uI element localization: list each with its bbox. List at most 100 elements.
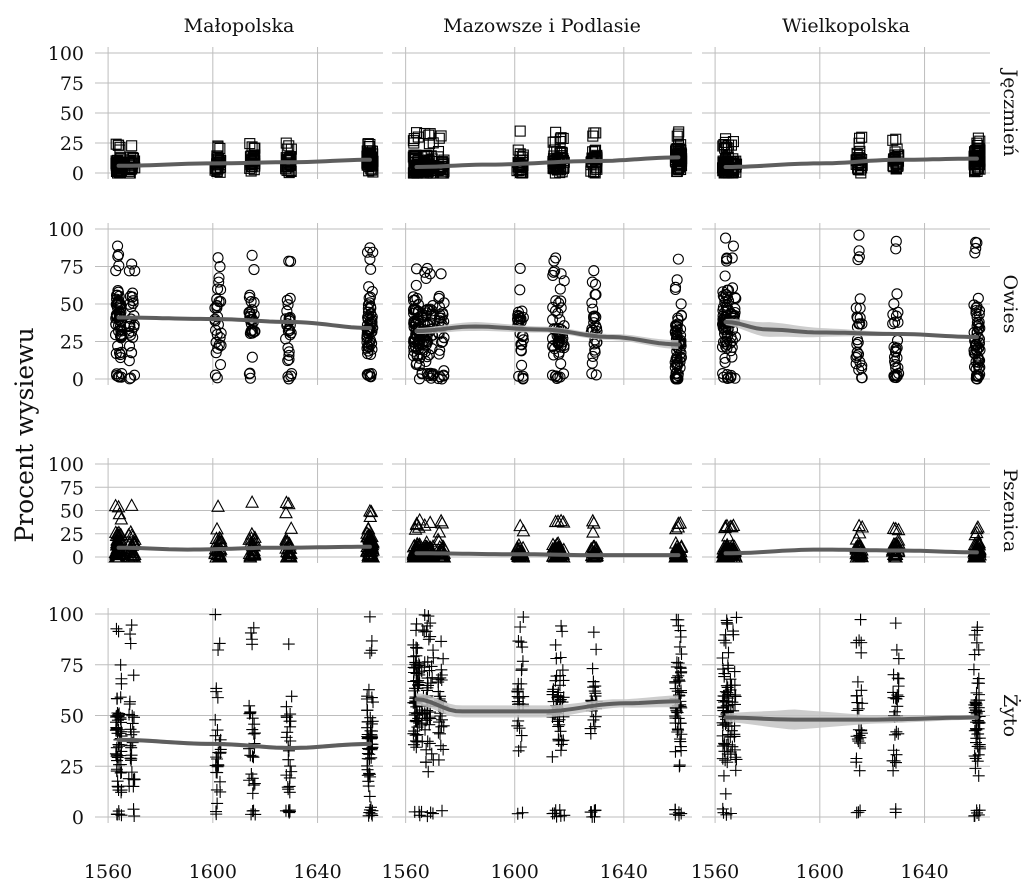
x-tick-label: 1560 [84, 861, 132, 883]
facet-panel [392, 223, 692, 385]
data-point [725, 372, 737, 384]
data-point [423, 737, 436, 750]
data-point [586, 276, 598, 288]
data-point [720, 232, 732, 244]
data-point [413, 809, 426, 822]
data-point [244, 138, 256, 150]
data-point [969, 762, 982, 775]
y-tick-label: 75 [60, 477, 84, 499]
data-point [851, 549, 866, 563]
data-point [280, 333, 292, 345]
data-point [365, 717, 378, 730]
data-point [675, 155, 687, 167]
data-point [719, 352, 731, 364]
data-point [853, 764, 866, 777]
data-point [212, 342, 224, 354]
data-point [123, 355, 135, 367]
data-point [587, 350, 599, 363]
data-point [671, 372, 683, 384]
data-point [891, 288, 903, 300]
data-point [671, 130, 683, 142]
data-point [716, 802, 729, 815]
data-point [730, 753, 743, 766]
data-point [969, 338, 982, 350]
data-point [586, 515, 601, 529]
data-point [726, 740, 739, 753]
data-point [434, 371, 446, 383]
data-point [284, 760, 297, 773]
data-point [362, 503, 377, 517]
data-point [432, 685, 445, 698]
data-point [110, 741, 123, 754]
data-point [126, 291, 138, 303]
data-point [248, 296, 260, 308]
data-point [852, 348, 865, 360]
data-point [513, 518, 528, 532]
data-point [855, 646, 868, 659]
data-point [127, 725, 140, 738]
data-point [365, 807, 378, 820]
data-point [109, 329, 122, 341]
data-point [113, 249, 125, 261]
data-point [851, 350, 863, 362]
data-point [211, 300, 223, 312]
data-point [672, 312, 684, 324]
data-point [512, 306, 524, 318]
x-tick-label: 1560 [381, 861, 429, 883]
data-point [887, 308, 899, 320]
data-point [284, 715, 297, 728]
y-tick-label: 75 [60, 257, 84, 279]
data-point [435, 663, 448, 676]
data-point [673, 759, 686, 772]
data-point [279, 549, 294, 563]
data-point [967, 663, 980, 676]
data-point [244, 367, 256, 379]
data-point [425, 367, 437, 379]
data-point [853, 137, 865, 149]
data-point [361, 690, 374, 703]
data-point [672, 373, 684, 385]
data-point [557, 132, 569, 144]
data-point [726, 282, 739, 294]
data-point [422, 633, 435, 646]
data-point [890, 362, 902, 374]
data-point [432, 373, 444, 385]
data-point [127, 803, 140, 816]
data-point [721, 291, 734, 303]
data-point [672, 724, 685, 737]
y-axis-title: Procent wysiewu [10, 327, 39, 542]
data-point [675, 309, 687, 321]
data-point [516, 359, 528, 371]
data-point [412, 298, 424, 310]
data-point [716, 652, 729, 665]
data-point [729, 690, 742, 703]
data-point [243, 774, 256, 787]
data-point [244, 546, 259, 560]
data-point [724, 519, 739, 533]
data-point [516, 641, 529, 654]
data-point [366, 285, 378, 298]
data-point [427, 644, 440, 657]
data-point [424, 268, 436, 280]
data-point [888, 728, 901, 741]
data-point [725, 139, 737, 151]
data-point [512, 677, 525, 690]
data-point [114, 749, 127, 762]
data-point [729, 303, 741, 315]
data-point [675, 648, 688, 661]
data-point [856, 360, 868, 372]
data-point [125, 619, 138, 632]
column-strip-label: Mazowsze i Podlasie [443, 15, 641, 37]
data-point [669, 745, 682, 758]
data-point [123, 373, 136, 385]
data-point [245, 768, 258, 781]
data-point [279, 505, 293, 519]
data-point [418, 661, 431, 674]
data-point [591, 322, 603, 334]
data-point [675, 744, 688, 757]
data-point [970, 686, 983, 699]
data-point [124, 637, 137, 650]
data-point [421, 810, 434, 823]
data-point [587, 130, 599, 142]
data-point [435, 312, 447, 324]
